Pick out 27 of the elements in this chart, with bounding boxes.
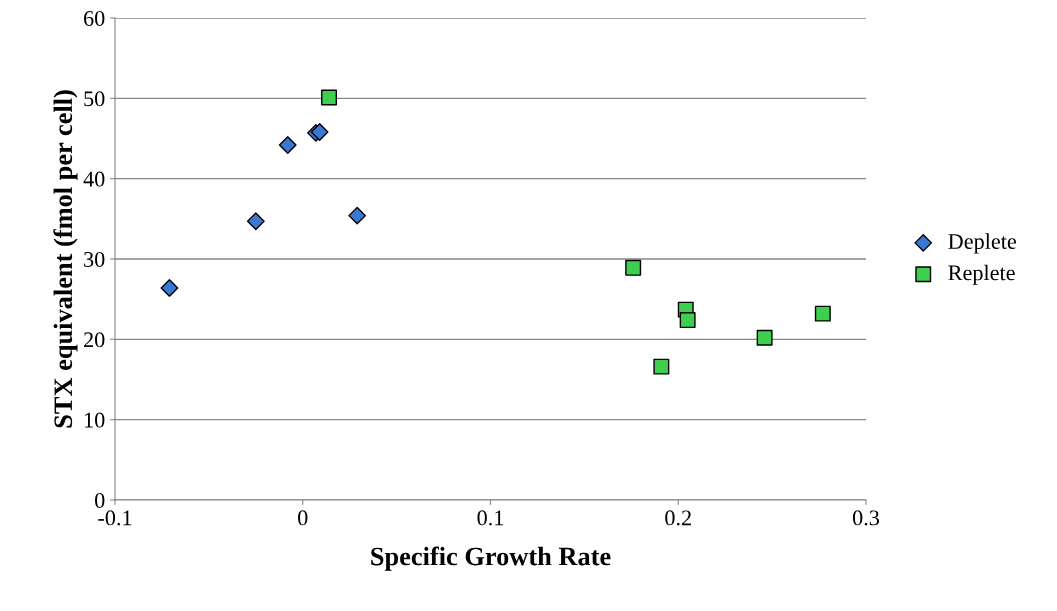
y-tick-label: 50 [84,91,105,107]
point [160,279,179,297]
x-tick-label: 0.1 [477,510,504,526]
y-tick-label: 0 [95,492,105,508]
point [679,312,696,329]
point [321,89,338,106]
point [246,212,265,231]
legend-label: Replete [948,264,1015,285]
point [310,123,329,141]
y-axis-title: STX equivalent (fmol per cell) [53,90,78,428]
x-tick-label: 0.3 [852,510,880,526]
legend-label: Deplete [948,233,1017,254]
point [348,206,367,225]
x-tick-label: 0 [298,510,308,526]
point [814,305,831,322]
y-tick-label: 10 [85,412,105,428]
y-tick-label: 40 [83,171,105,187]
y-tick-label: 60 [84,10,105,26]
x-axis-title: Specific Growth Rate [371,546,611,571]
point [653,358,670,375]
x-tick-label: -0.1 [98,510,132,526]
point [625,259,642,276]
y-tick-label: 20 [84,332,105,348]
point [278,136,297,154]
y-tick-label: 30 [84,251,105,267]
point [756,329,773,346]
x-tick-label: 0.2 [665,510,691,526]
